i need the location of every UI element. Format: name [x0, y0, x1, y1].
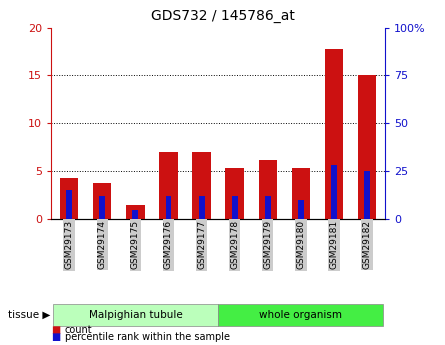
Text: GSM29173: GSM29173 — [65, 220, 74, 269]
Bar — [298, 200, 303, 219]
Bar — [226, 168, 244, 219]
Bar — [66, 190, 73, 219]
Text: GSM29180: GSM29180 — [296, 220, 305, 269]
Bar — [265, 196, 271, 219]
Text: GSM29178: GSM29178 — [230, 220, 239, 269]
Bar — [331, 166, 337, 219]
Text: GDS732 / 145786_at: GDS732 / 145786_at — [150, 9, 295, 23]
Text: whole organism: whole organism — [259, 310, 342, 320]
Bar — [159, 152, 178, 219]
Bar — [364, 171, 370, 219]
Text: GSM29176: GSM29176 — [164, 220, 173, 269]
Bar — [126, 205, 145, 219]
Text: percentile rank within the sample: percentile rank within the sample — [65, 332, 230, 342]
Bar — [358, 76, 376, 219]
Bar — [60, 178, 78, 219]
Bar — [93, 183, 112, 219]
Text: GSM29182: GSM29182 — [362, 220, 371, 269]
Bar — [133, 209, 138, 219]
Bar — [231, 196, 238, 219]
Bar — [291, 168, 310, 219]
Text: GSM29175: GSM29175 — [131, 220, 140, 269]
Text: GSM29179: GSM29179 — [263, 220, 272, 269]
Text: GSM29174: GSM29174 — [98, 220, 107, 269]
Text: GSM29181: GSM29181 — [329, 220, 338, 269]
Bar — [198, 196, 205, 219]
Text: GSM29177: GSM29177 — [197, 220, 206, 269]
Bar — [324, 49, 343, 219]
Bar — [166, 196, 171, 219]
Bar — [192, 152, 210, 219]
Text: ■: ■ — [51, 325, 61, 335]
Text: count: count — [65, 325, 92, 335]
Text: tissue ▶: tissue ▶ — [8, 310, 51, 320]
Text: ■: ■ — [51, 332, 61, 342]
Text: Malpighian tubule: Malpighian tubule — [89, 310, 182, 320]
Bar — [259, 160, 277, 219]
Bar — [99, 196, 105, 219]
